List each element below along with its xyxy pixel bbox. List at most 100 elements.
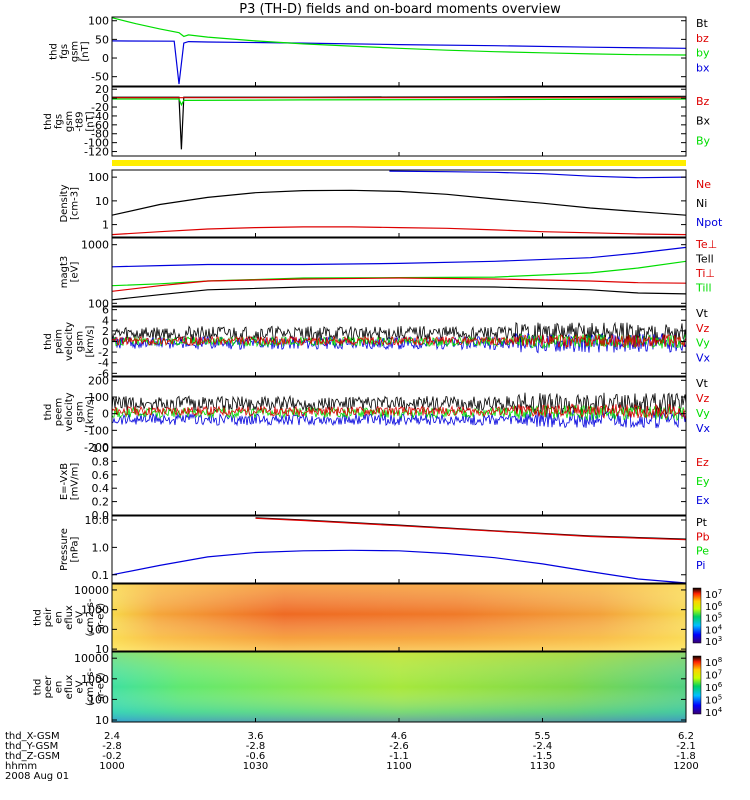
ylabel-line: [nT] <box>85 111 96 131</box>
legend-by: by <box>696 47 710 60</box>
legend-Till: Till <box>695 282 712 295</box>
time-tick-hhmm: 1100 <box>386 761 411 772</box>
legend-Te⊥: Te⊥ <box>695 238 717 251</box>
trace-velocity_peim <box>111 333 687 349</box>
legend-Ez: Ez <box>696 456 709 469</box>
time-tick-hhmm: 1200 <box>673 761 698 772</box>
time-tick-x: 3.6 <box>248 731 264 742</box>
ytick-label: -60 <box>91 119 109 132</box>
ytick-label: 1000 <box>81 673 109 686</box>
ylabel-line: thd <box>43 404 54 421</box>
ytick-label: -120 <box>84 146 109 159</box>
legend-Pe: Pe <box>696 545 709 558</box>
legend-Ti⊥: Ti⊥ <box>695 267 715 280</box>
ytick-label: 1000 <box>81 604 109 617</box>
time-tick-y: -2.8 <box>102 741 122 752</box>
chart-title: P3 (TH-D) fields and on-board moments ov… <box>239 2 561 17</box>
ylabel-line: thd <box>43 333 54 350</box>
ylabel-line: [mV/m] <box>69 463 80 501</box>
ylabel-line: sr-eV) <box>96 672 107 701</box>
ytick-label: 100 <box>88 693 109 706</box>
series-temperature-Tell <box>111 285 687 301</box>
legend-Vz: Vz <box>696 322 710 335</box>
ytick-label: 0.2 <box>92 496 110 509</box>
colorbar-peer_spec <box>692 655 702 715</box>
legend-Pb: Pb <box>696 530 710 543</box>
ytick-label: 1000 <box>81 239 109 252</box>
ytick-label: 0.4 <box>92 482 110 495</box>
legend-By: By <box>696 134 711 147</box>
ytick-label: -6 <box>98 367 109 380</box>
time-tick-hhmm: 1030 <box>243 761 268 772</box>
frame-fgs <box>111 16 687 87</box>
ylabel-line: gsm <box>69 41 80 62</box>
ytick-label: 0 <box>102 92 109 105</box>
time-tick-z: -1.8 <box>676 751 696 762</box>
ytick-label: -80 <box>91 128 109 141</box>
ytick-label: 10 <box>95 643 109 656</box>
time-axis-row-label: thd_Z-GSM <box>5 751 60 762</box>
trace-velocity_peim <box>111 333 687 349</box>
ylabel-line: fgs <box>59 44 70 59</box>
time-axis-row-label: thd_X-GSM <box>5 731 60 742</box>
panel-fgs_t89: 200-20-40-60-80-100-120 thd fgs gsm -t89 [nT]… <box>43 83 711 158</box>
ytick-label: -50 <box>91 71 109 84</box>
colorbar-label: 103 <box>705 635 722 648</box>
legend-Vy: Vy <box>696 407 710 420</box>
ylabel-line: Pressure <box>59 528 70 571</box>
ylabel-line: eflux <box>64 605 75 630</box>
ylabel-line: eV <box>75 611 86 624</box>
legend-Ex: Ex <box>696 494 710 507</box>
ytick-label: 10.0 <box>85 514 110 527</box>
legend-Bz: Bz <box>696 95 710 108</box>
ylabel-line: velocity <box>64 392 75 431</box>
ylabel-line: eV <box>75 680 86 693</box>
spectrogram-shading-peir_spec <box>112 584 686 651</box>
colorbar-label: 105 <box>705 694 722 707</box>
colorbar-label: 108 <box>705 656 722 669</box>
colorbar-peir_spec <box>692 587 702 644</box>
ylabel-line: (cm2-s- <box>85 598 96 636</box>
legend-Vt: Vt <box>696 307 709 320</box>
ytick-label: -2 <box>98 346 109 359</box>
ylabel-line: gsm <box>75 401 86 422</box>
time-tick-x: 2.4 <box>104 731 120 742</box>
series-temperature-Ti⊥ <box>111 246 687 268</box>
ytick-label: 10000 <box>74 652 109 665</box>
legend-Ne: Ne <box>696 178 711 191</box>
series-pressure-Pi <box>111 549 687 584</box>
ytick-label: 0.6 <box>92 469 110 482</box>
ylabel-line: [eV] <box>69 262 80 283</box>
time-axis-row-label: thd_Y-GSM <box>5 741 58 752</box>
colorbar-label: 107 <box>705 669 722 682</box>
ylabel-line: thd <box>48 43 59 60</box>
colorbar-label: 104 <box>705 706 723 719</box>
series-fgs-bx <box>111 40 687 85</box>
ylabel-line: peir <box>43 607 54 627</box>
series-pressure-Pb <box>255 517 687 541</box>
ytick-label: 100 <box>88 623 109 636</box>
series-temperature-Te⊥ <box>111 277 687 292</box>
ytick-label: -100 <box>84 424 109 437</box>
series-density-Npot <box>389 170 687 179</box>
ylabel-line: magt3 <box>59 256 70 289</box>
legend-Vy: Vy <box>696 337 710 350</box>
ytick-label: 0.0 <box>92 509 110 522</box>
legend-Vz: Vz <box>696 392 710 405</box>
ytick-label: 100 <box>88 297 109 310</box>
time-tick-z: -1.5 <box>533 751 553 762</box>
ylabel-line: E=-VxB <box>59 463 70 500</box>
ytick-label: 0 <box>102 336 109 349</box>
ytick-label: -4 <box>98 357 109 370</box>
ylabel-line: thd <box>33 609 44 626</box>
ytick-label: 0.1 <box>92 569 110 582</box>
ylabel-line: sr-eV) <box>96 603 107 632</box>
legend-Pt: Pt <box>696 516 708 529</box>
legend-Tell: Tell <box>695 253 714 266</box>
time-axis-row-label: hhmm <box>5 761 37 772</box>
ylabel-line: Density <box>59 184 70 222</box>
